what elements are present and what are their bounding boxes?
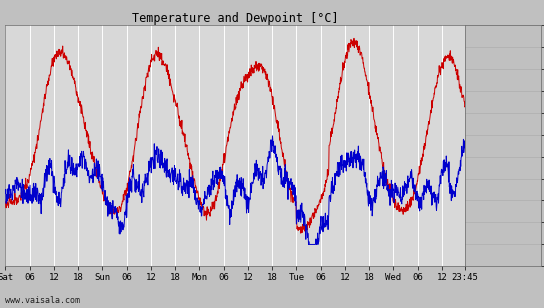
Title: Temperature and Dewpoint [°C]: Temperature and Dewpoint [°C]	[132, 12, 338, 25]
Text: www.vaisala.com: www.vaisala.com	[5, 296, 81, 305]
